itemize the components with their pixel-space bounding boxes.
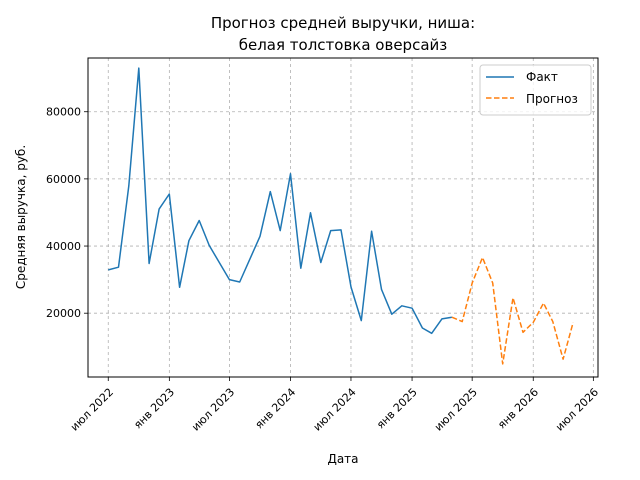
y-axis-label: Средняя выручка, руб. [14, 145, 28, 289]
grid [88, 58, 598, 377]
x-axis-label: Дата [327, 452, 358, 466]
x-tick-label: янв 2025 [374, 386, 420, 432]
chart-title: Прогноз средней выручки, ниша: белая тол… [211, 14, 475, 54]
series-line-0 [108, 67, 453, 335]
y-tick-label: 20000 [46, 307, 81, 320]
chart-title-line-2: белая толстовка оверсайз [239, 36, 448, 54]
legend-label-forecast: Прогноз [526, 92, 578, 106]
x-tick-label: янв 2024 [252, 386, 298, 432]
plot-area-frame [87, 57, 599, 378]
series-layer [108, 67, 574, 365]
legend: Факт Прогноз [479, 64, 592, 116]
legend-label-fact: Факт [526, 70, 558, 84]
y-tick-label: 60000 [46, 173, 81, 186]
x-tick-label: июл 2022 [68, 386, 116, 434]
y-tick-label: 40000 [46, 240, 81, 253]
x-tick-label: июл 2026 [553, 386, 601, 434]
x-tick-label: янв 2023 [131, 386, 177, 432]
series-line-1 [451, 256, 574, 365]
x-tick-label: июл 2024 [311, 386, 359, 434]
x-tick-label: июл 2025 [432, 386, 480, 434]
chart-title-line-1: Прогноз средней выручки, ниша: [211, 14, 475, 32]
axes: 20000 40000 60000 80000 июл 2022 янв 2023 июл … [46, 106, 601, 434]
y-tick-label: 80000 [46, 106, 81, 119]
x-tick-label: янв 2026 [495, 386, 541, 432]
x-tick-label: июл 2023 [189, 386, 237, 434]
